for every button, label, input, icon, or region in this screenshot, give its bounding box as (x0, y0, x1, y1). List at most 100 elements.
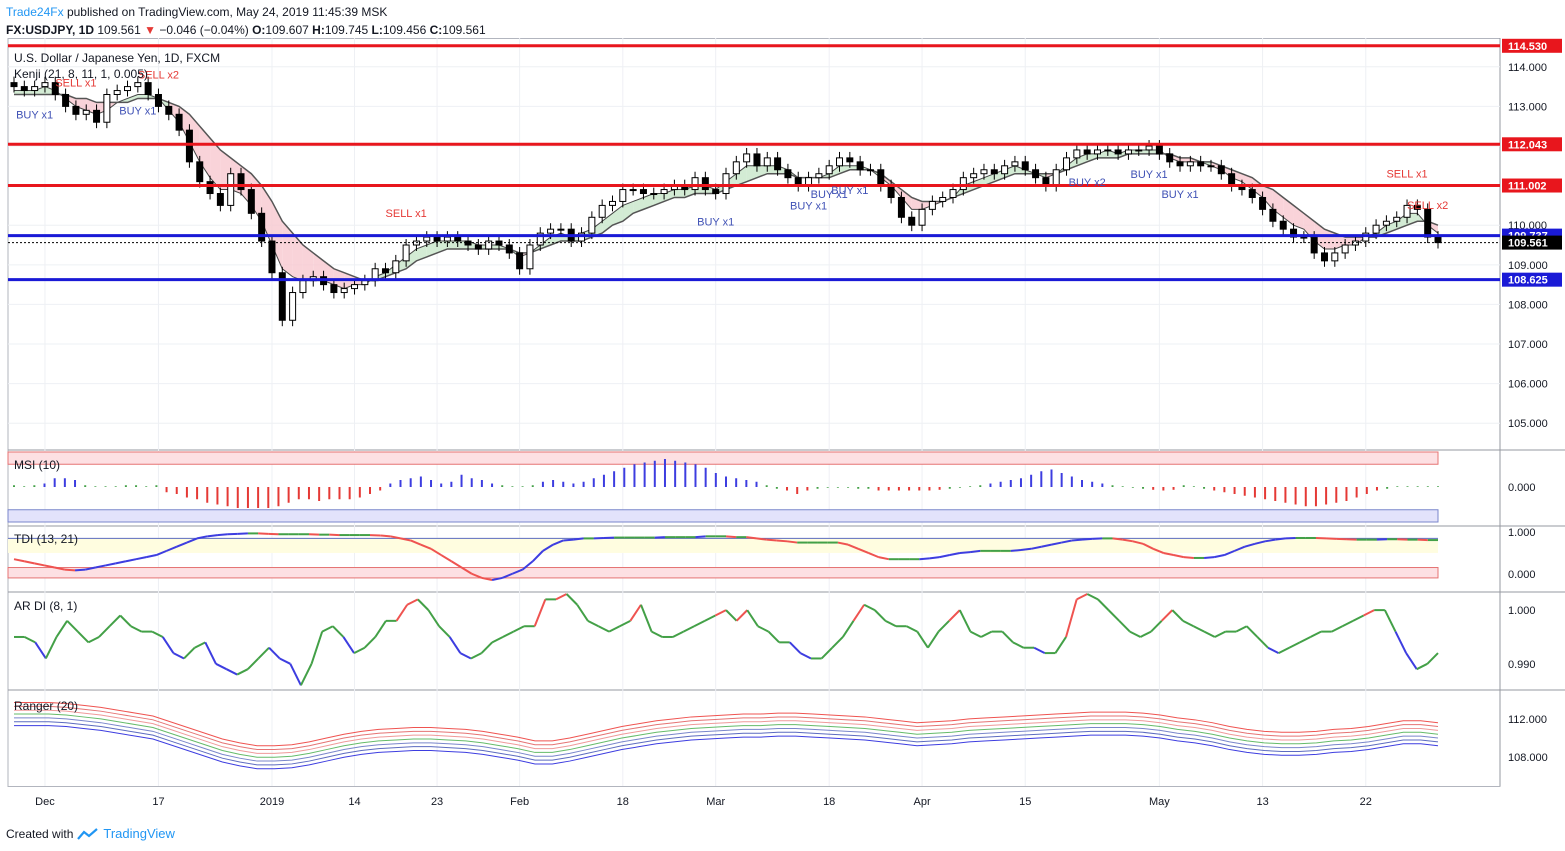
price-pane-title: U.S. Dollar / Japanese Yen, 1D, FXCM (14, 51, 220, 65)
tdi-line-segment (186, 537, 198, 544)
buy-signal-label: BUY x1 (790, 201, 827, 213)
ardi-line-segment (958, 609, 972, 633)
candle-body (41, 82, 49, 88)
candle-body (970, 173, 978, 179)
ranger-band-line (14, 725, 1439, 770)
candle-body (1413, 204, 1421, 210)
kenji-cloud-segment (127, 94, 138, 103)
tdi-line-segment (756, 537, 767, 541)
ardi-line-segment (927, 631, 940, 649)
ardi-line-segment (1310, 630, 1322, 638)
tdi-line-segment (491, 576, 503, 581)
candle-body (959, 177, 967, 191)
candle-body (1382, 220, 1390, 226)
ardi-line-segment (194, 641, 206, 649)
ardi-line-segment (533, 599, 547, 627)
ardi-line-segment (1129, 630, 1141, 638)
candle-body (939, 196, 947, 202)
candle-body (732, 161, 740, 175)
msi-lower-zone (7, 509, 1439, 523)
kenji-cloud-segment (137, 94, 149, 99)
ardi-line-segment (799, 652, 812, 660)
ardi-line-segment (1076, 593, 1088, 601)
tradingview-link[interactable]: TradingView (103, 826, 175, 841)
ardi-line-segment (916, 631, 929, 649)
candle-body (351, 284, 359, 290)
tdi-line-segment (1264, 538, 1276, 543)
tdi-line-segment (23, 560, 35, 565)
ardi-line-segment (619, 619, 631, 628)
ardi-line-segment (130, 625, 142, 633)
candle-body (1001, 165, 1009, 175)
time-tick-label: Mar (706, 796, 725, 808)
ardi-line-segment (1267, 646, 1280, 654)
publisher-name[interactable]: Trade24Fx (6, 5, 64, 19)
tdi-line-segment (115, 560, 127, 565)
ardi-line-segment (1065, 599, 1078, 638)
tdi-line-segment (217, 533, 228, 537)
ardi-line-segment (906, 625, 918, 633)
sell-signal-label: SELL x1 (386, 208, 427, 220)
candle-body (1279, 220, 1287, 230)
candle-body (433, 236, 441, 242)
tdi-line-segment (156, 549, 167, 556)
candle-body (1197, 161, 1205, 167)
price-tick-label: 109.000 (1508, 260, 1548, 272)
ardi-line-segment (257, 647, 270, 660)
tdi-line-segment (857, 547, 869, 554)
ardi-line-segment (24, 636, 36, 644)
candle-body (701, 177, 709, 191)
down-arrow-icon: ▼ (144, 23, 156, 37)
candle-body (1310, 236, 1318, 254)
ardi-line-segment (735, 609, 748, 622)
ardi-line-segment (576, 604, 589, 622)
candle-body (1011, 161, 1019, 167)
kenji-cloud-segment (75, 98, 87, 111)
tdi-line-segment (74, 568, 86, 572)
candle-body (1104, 149, 1112, 152)
ardi-line-segment (1086, 593, 1099, 601)
time-tick-label: May (1149, 796, 1170, 808)
candle-body (1093, 149, 1101, 155)
time-tick-label: 15 (1019, 796, 1031, 808)
ardi-line-segment (236, 668, 249, 676)
ardi-line-segment (1171, 609, 1184, 622)
candle-body (1166, 153, 1174, 163)
ardi-line-segment (374, 620, 387, 638)
tdi-line-segment (1173, 554, 1184, 559)
tdi-line-segment (176, 541, 188, 548)
ardi-line-segment (427, 609, 440, 627)
candle-body (908, 216, 916, 226)
candle-body (650, 193, 658, 196)
tdi-pane-title: TDI (13, 21) (14, 532, 78, 546)
kenji-cloud-segment (622, 201, 634, 222)
ardi-line-segment (332, 625, 345, 638)
candle-body (1320, 252, 1328, 262)
candle-body (505, 244, 513, 254)
ranger-band-line (14, 717, 1439, 762)
ardi-line-segment (831, 636, 844, 649)
candle-body (62, 94, 70, 107)
ardi-line-segment (226, 668, 238, 676)
level-price-tag (1502, 272, 1562, 287)
ardi-line-segment (852, 604, 865, 622)
kenji-cloud-segment (612, 205, 623, 226)
ardi-line-segment (1203, 630, 1216, 638)
level-price-label: 114.530 (1508, 41, 1547, 53)
price-tick-label: 113.000 (1508, 101, 1547, 113)
ranger-band-line (14, 721, 1439, 766)
kenji-cloud-segment (1252, 177, 1263, 198)
candle-body (866, 169, 874, 172)
candle-body (1073, 149, 1081, 159)
published-text: published on TradingView.com, May 24, 20… (66, 5, 388, 19)
tdi-line-segment (125, 558, 137, 563)
tdi-line-segment (939, 554, 950, 559)
candle-body (474, 244, 482, 250)
ardi-line-segment (820, 647, 833, 660)
tdi-mid-zone (8, 538, 1438, 553)
ardi-line-segment (34, 641, 47, 660)
kenji-cloud-segment (24, 90, 35, 95)
chart-area[interactable]: Dec 17 2019 14 23 Feb 18 Mar 18 Apr 15 May 13 22 105.0… (0, 38, 1565, 828)
level-price-label: 112.043 (1508, 139, 1547, 151)
candle-body (877, 169, 885, 187)
